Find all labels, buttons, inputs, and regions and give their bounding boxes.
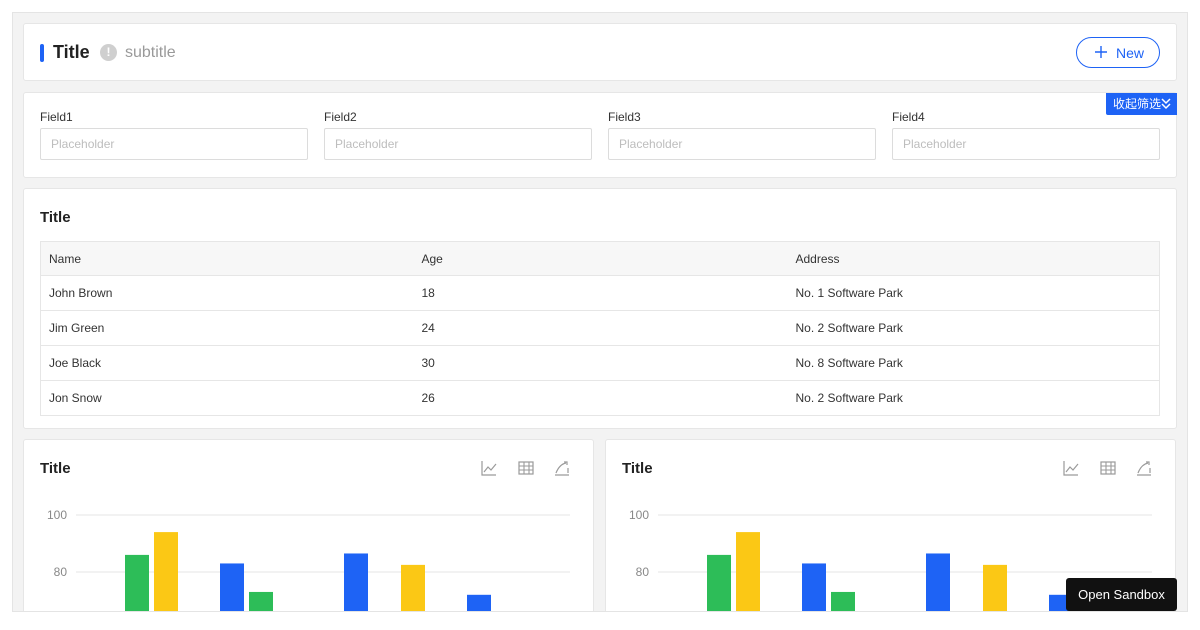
page-subtitle: subtitle bbox=[125, 44, 176, 61]
double-chevron-down-icon bbox=[1161, 98, 1171, 110]
table-card-title: Title bbox=[40, 209, 71, 226]
bar[interactable] bbox=[401, 564, 425, 612]
bar[interactable] bbox=[802, 563, 826, 612]
field4-label: Field4 bbox=[892, 110, 925, 124]
field3-label: Field3 bbox=[608, 110, 641, 124]
line-chart-icon[interactable] bbox=[480, 459, 498, 477]
plus-icon bbox=[1095, 46, 1107, 58]
field3-input[interactable] bbox=[608, 128, 876, 160]
field2-label: Field2 bbox=[324, 110, 357, 124]
bar[interactable] bbox=[249, 591, 273, 612]
line-chart-icon[interactable] bbox=[1062, 459, 1080, 477]
table-row[interactable]: Jim Green 24 No. 2 Software Park bbox=[40, 310, 1160, 346]
table-icon[interactable] bbox=[517, 459, 535, 477]
filter-panel: 收起筛选 Field1 Field2 Field3 Field4 bbox=[23, 92, 1177, 178]
area-chart-icon[interactable] bbox=[1135, 459, 1153, 477]
collapse-filter-label: 收起筛选 bbox=[1113, 97, 1162, 111]
field2-input[interactable] bbox=[324, 128, 592, 160]
bar[interactable] bbox=[707, 554, 731, 612]
table-card: Title Name Age Address John Brown 18 No.… bbox=[23, 188, 1177, 429]
bar[interactable] bbox=[154, 532, 178, 612]
cell-name: John Brown bbox=[40, 275, 414, 311]
area-chart-icon[interactable] bbox=[553, 459, 571, 477]
cell-address: No. 2 Software Park bbox=[787, 380, 1160, 416]
cell-age: 24 bbox=[413, 310, 788, 346]
table-row[interactable]: Joe Black 30 No. 8 Software Park bbox=[40, 345, 1160, 381]
cell-age: 30 bbox=[413, 345, 788, 381]
field3-group: Field3 bbox=[608, 110, 876, 160]
column-header-age[interactable]: Age bbox=[413, 241, 788, 276]
field2-group: Field2 bbox=[324, 110, 592, 160]
page-title: Title bbox=[53, 42, 90, 62]
bar[interactable] bbox=[344, 553, 368, 612]
cell-name: Jon Snow bbox=[40, 380, 414, 416]
bar[interactable] bbox=[983, 564, 1007, 612]
bar[interactable] bbox=[220, 563, 244, 612]
collapse-filter-toggle[interactable]: 收起筛选 bbox=[1106, 93, 1177, 115]
bar[interactable] bbox=[736, 532, 760, 612]
bar[interactable] bbox=[926, 553, 950, 612]
y-tick-label: 80 bbox=[54, 565, 68, 579]
field4-input[interactable] bbox=[892, 128, 1160, 160]
cell-age: 18 bbox=[413, 275, 788, 311]
table-row[interactable]: Jon Snow 26 No. 2 Software Park bbox=[40, 380, 1160, 416]
new-button[interactable]: New bbox=[1076, 37, 1160, 68]
table-icon[interactable] bbox=[1099, 459, 1117, 477]
bar-chart-right: 100 80 bbox=[629, 508, 1152, 612]
info-icon[interactable]: ! bbox=[100, 44, 117, 61]
cell-address: No. 2 Software Park bbox=[787, 310, 1160, 346]
cell-address: No. 1 Software Park bbox=[787, 275, 1160, 311]
column-header-name[interactable]: Name bbox=[40, 241, 414, 276]
field1-input[interactable] bbox=[40, 128, 308, 160]
column-header-address[interactable]: Address bbox=[787, 241, 1160, 276]
chart-toolbar bbox=[466, 459, 571, 477]
field1-label: Field1 bbox=[40, 110, 73, 124]
bar[interactable] bbox=[125, 554, 149, 612]
title-accent-bar bbox=[40, 44, 44, 62]
open-sandbox-button[interactable]: Open Sandbox bbox=[1066, 578, 1177, 611]
y-tick-label: 100 bbox=[47, 508, 67, 522]
field1-group: Field1 bbox=[40, 110, 308, 160]
y-tick-label: 80 bbox=[636, 565, 650, 579]
table-row[interactable]: John Brown 18 No. 1 Software Park bbox=[40, 275, 1160, 311]
bar-chart-left: 100 80 bbox=[47, 508, 570, 612]
bar[interactable] bbox=[467, 594, 491, 612]
cell-age: 26 bbox=[413, 380, 788, 416]
chart-toolbar bbox=[1048, 459, 1153, 477]
bar[interactable] bbox=[831, 591, 855, 612]
page-frame: Title ! subtitle New 收起筛选 Field1 Field2 … bbox=[12, 12, 1188, 612]
cell-name: Jim Green bbox=[40, 310, 414, 346]
new-button-label: New bbox=[1116, 45, 1145, 61]
chart-card-left: Title 100 80 bbox=[23, 439, 594, 612]
table-header-row: Name Age Address bbox=[40, 241, 1160, 276]
chart-card-title: Title bbox=[622, 460, 653, 477]
y-tick-label: 100 bbox=[629, 508, 649, 522]
page-header: Title ! subtitle New bbox=[23, 23, 1177, 81]
chart-card-title: Title bbox=[40, 460, 71, 477]
data-table: Name Age Address John Brown 18 No. 1 Sof… bbox=[40, 241, 1160, 416]
cell-address: No. 8 Software Park bbox=[787, 345, 1160, 381]
field4-group: Field4 bbox=[892, 110, 1160, 160]
cell-name: Joe Black bbox=[40, 345, 414, 381]
